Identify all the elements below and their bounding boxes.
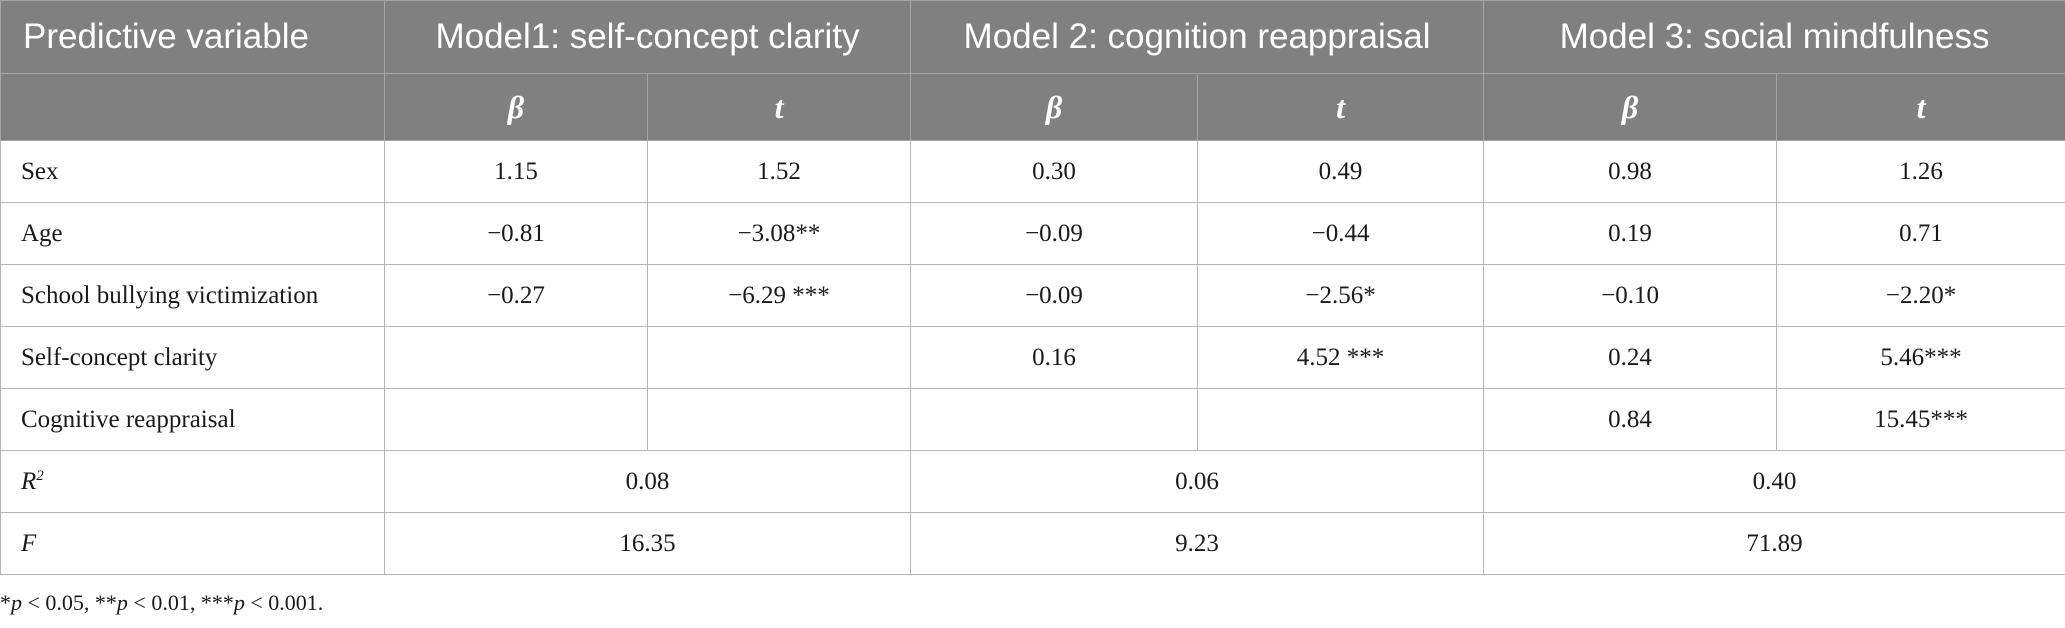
cell-value: 15.45***	[1776, 388, 2065, 451]
cell-value	[384, 388, 648, 451]
row-label-r2: R2	[0, 450, 385, 513]
header-predictive-variable: Predictive variable	[0, 0, 385, 74]
subheader-beta-1: β	[384, 73, 648, 141]
cell-value: −2.20*	[1776, 264, 2065, 327]
subheader-t-2: t	[1197, 73, 1485, 141]
cell-value: −6.29 ***	[646, 264, 912, 327]
cell-value: −0.27	[384, 264, 648, 327]
cell-value: 1.26	[1776, 140, 2065, 203]
table-footnote: *p < 0.05, **p < 0.01, ***p < 0.001.	[0, 590, 324, 615]
regression-table: Predictive variable Model1: self-concept…	[0, 0, 2065, 575]
cell-value	[910, 388, 1199, 451]
subheader-empty	[0, 73, 385, 141]
cell-value: 0.40	[1483, 450, 2065, 513]
table-row: Age −0.81 −3.08** −0.09 −0.44 0.19 0.71	[0, 202, 2065, 265]
cell-value: 0.19	[1483, 202, 1778, 265]
row-label-f: F	[0, 512, 385, 575]
header-row: Predictive variable Model1: self-concept…	[0, 0, 2065, 74]
cell-value: 0.49	[1197, 140, 1485, 203]
cell-value: 4.52 ***	[1197, 326, 1485, 389]
cell-value: −2.56*	[1197, 264, 1485, 327]
cell-value: 71.89	[1483, 512, 2065, 575]
row-label: School bullying victimization	[0, 264, 385, 327]
cell-value	[384, 326, 648, 389]
cell-value: −3.08**	[646, 202, 912, 265]
cell-value: 0.84	[1483, 388, 1778, 451]
cell-value: 1.15	[384, 140, 648, 203]
cell-value: 0.24	[1483, 326, 1778, 389]
footnote-p: p	[116, 590, 128, 615]
footnote-p: p	[233, 590, 245, 615]
header-model-2: Model 2: cognition reappraisal	[910, 0, 1485, 74]
summary-row-r2: R2 0.08 0.06 0.40	[0, 450, 2065, 513]
cell-value: −0.09	[910, 264, 1199, 327]
subheader-row: β t β t β t	[0, 73, 2065, 141]
table-row: School bullying victimization −0.27 −6.2…	[0, 264, 2065, 327]
cell-value: −0.44	[1197, 202, 1485, 265]
table-row: Cognitive reappraisal 0.84 15.45***	[0, 388, 2065, 451]
cell-value	[1197, 388, 1485, 451]
table-row: Sex 1.15 1.52 0.30 0.49 0.98 1.26	[0, 140, 2065, 203]
subheader-t-3: t	[1776, 73, 2065, 141]
footnote-text: < 0.05, **	[22, 590, 117, 615]
footnote-p: p	[11, 590, 22, 615]
subheader-t-1: t	[646, 73, 912, 141]
cell-value: 16.35	[383, 512, 912, 575]
cell-value: 1.52	[646, 140, 912, 203]
cell-value	[646, 388, 912, 451]
r-symbol: R	[21, 467, 37, 495]
row-label: Sex	[0, 140, 385, 203]
cell-value: 0.71	[1776, 202, 2065, 265]
header-model-3: Model 3: social mindfulness	[1483, 0, 2065, 74]
r-superscript: 2	[36, 467, 44, 484]
cell-value	[646, 326, 912, 389]
cell-value: −0.09	[910, 202, 1199, 265]
cell-value: 0.08	[383, 450, 912, 513]
cell-value: 0.30	[910, 140, 1199, 203]
cell-value: 0.98	[1483, 140, 1778, 203]
cell-value: 0.06	[910, 450, 1485, 513]
summary-row-f: F 16.35 9.23 71.89	[0, 512, 2065, 575]
cell-value: 0.16	[910, 326, 1199, 389]
header-model-1: Model1: self-concept clarity	[383, 0, 912, 74]
footnote-text: < 0.001.	[244, 590, 324, 615]
row-label: Self-concept clarity	[0, 326, 385, 389]
subheader-beta-3: β	[1483, 73, 1778, 141]
row-label: Age	[0, 202, 385, 265]
cell-value: 9.23	[910, 512, 1485, 575]
cell-value: −0.81	[384, 202, 648, 265]
table-row: Self-concept clarity 0.16 4.52 *** 0.24 …	[0, 326, 2065, 389]
cell-value: −0.10	[1483, 264, 1778, 327]
cell-value: 5.46***	[1776, 326, 2065, 389]
footnote-text: < 0.01, ***	[127, 590, 234, 615]
row-label: Cognitive reappraisal	[0, 388, 385, 451]
subheader-beta-2: β	[910, 73, 1199, 141]
